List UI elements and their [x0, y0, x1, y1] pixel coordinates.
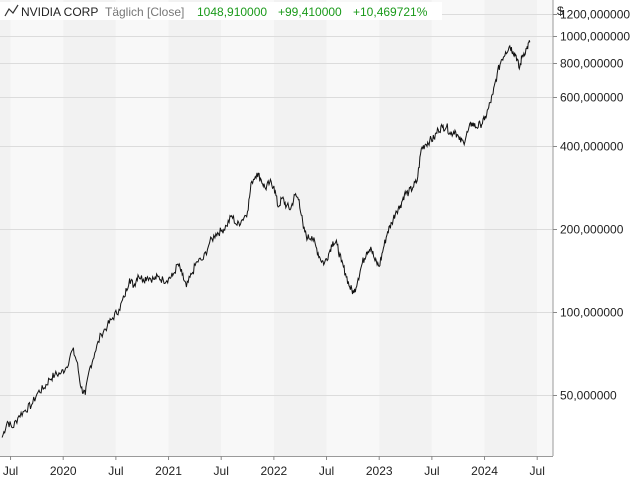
half-year-band: [10, 0, 64, 456]
absolute-change: +99,410000: [278, 5, 342, 19]
y-tick-label: 200,000000: [560, 223, 624, 237]
x-tick-label: 2020: [50, 464, 77, 478]
half-year-band: [431, 0, 485, 456]
x-tick-label: 2022: [261, 464, 288, 478]
x-tick-label: Jul: [214, 464, 229, 478]
y-tick-label: 50,000000: [560, 389, 617, 403]
x-tick-label: Jul: [108, 464, 123, 478]
half-year-band: [537, 0, 553, 456]
half-year-band: [484, 0, 538, 456]
x-tick-label: Jul: [530, 464, 545, 478]
half-year-band: [168, 0, 222, 456]
price-series-line: [1, 40, 531, 438]
last-value: 1048,910000: [197, 5, 267, 19]
currency-label: $: [557, 4, 564, 18]
y-tick-label: 1000,000000: [560, 30, 630, 44]
percent-change: +10,469721%: [353, 5, 428, 19]
x-tick-label: 2021: [155, 464, 182, 478]
half-year-band: [63, 0, 116, 456]
line-chart-icon: [4, 4, 19, 17]
half-year-band: [326, 0, 380, 456]
y-tick-label: 400,000000: [560, 140, 624, 154]
y-tick-label: 800,000000: [560, 57, 624, 71]
y-tick-label: 100,000000: [560, 306, 624, 320]
y-axis-ticks: 50,000000 100,000000 200,000000 400,000000 6…: [553, 8, 630, 403]
x-tick-label: 2023: [366, 464, 393, 478]
x-tick-label: Jul: [3, 464, 18, 478]
half-year-band: [115, 0, 169, 456]
x-axis-ticks: Jul 2020 Jul 2021 Jul 2022 Jul 2023 Jul 2024 Jul: [3, 456, 545, 478]
y-gridlines: [0, 14, 553, 396]
half-year-band: [273, 0, 327, 456]
x-tick-label: Jul: [319, 464, 334, 478]
half-year-band: [379, 0, 432, 456]
x-tick-label: 2024: [471, 464, 498, 478]
chart-period: Täglich [Close]: [105, 5, 184, 19]
half-year-band: [0, 0, 11, 456]
y-tick-label: 1200,000000: [560, 8, 630, 22]
header-background: [0, 2, 442, 20]
year-bands: [0, 0, 553, 456]
y-tick-label: 600,000000: [560, 91, 624, 105]
half-year-band: [221, 0, 274, 456]
x-tick-label: Jul: [424, 464, 439, 478]
chart-title: NVIDIA CORP: [21, 5, 98, 19]
